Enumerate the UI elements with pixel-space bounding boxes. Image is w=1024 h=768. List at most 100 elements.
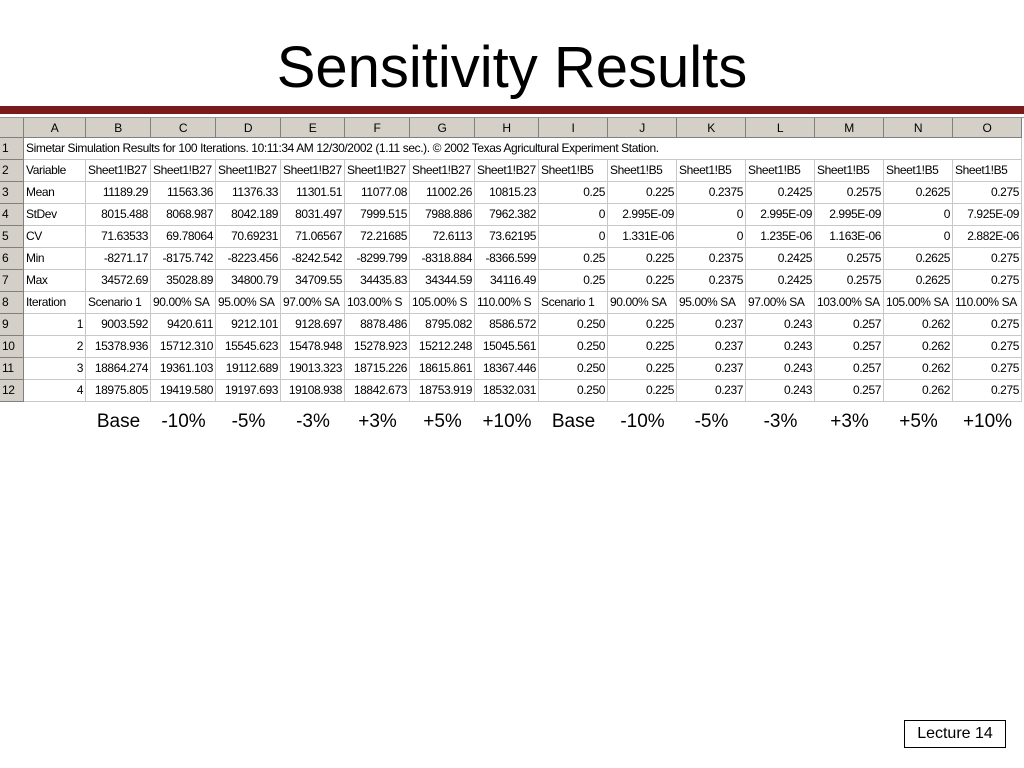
cell: Max: [24, 270, 86, 292]
cell: 8031.497: [281, 204, 345, 226]
cell: 0.25: [539, 182, 608, 204]
cell: Sheet1!B5: [746, 160, 815, 182]
cell: CV: [24, 226, 86, 248]
cell: 0.2375: [677, 270, 746, 292]
cell: 1.163E-06: [815, 226, 884, 248]
cell: Simetar Simulation Results for 100 Itera…: [24, 138, 1022, 160]
cell: 0.237: [677, 336, 746, 358]
column-header: I: [539, 118, 608, 138]
cell: 0.2425: [746, 248, 815, 270]
cell: 15712.310: [151, 336, 216, 358]
cell: 0.275: [953, 336, 1022, 358]
cell: Sheet1!B5: [884, 160, 953, 182]
cell: Sheet1!B27: [410, 160, 475, 182]
cell: 8878.486: [345, 314, 410, 336]
cell: 18842.673: [345, 380, 410, 402]
cell: 0.257: [815, 380, 884, 402]
cell: 105.00% SA: [884, 292, 953, 314]
cell: 9003.592: [86, 314, 151, 336]
cell: StDev: [24, 204, 86, 226]
cell: 7988.886: [410, 204, 475, 226]
cell: 0.2575: [815, 182, 884, 204]
cell: Min: [24, 248, 86, 270]
cell: 0.262: [884, 380, 953, 402]
row-header: 10: [0, 336, 24, 358]
cell: 7.925E-09: [953, 204, 1022, 226]
cell: 0.250: [539, 336, 608, 358]
cell: 11189.29: [86, 182, 151, 204]
cell: -8223.456: [216, 248, 281, 270]
cell: 2.882E-06: [953, 226, 1022, 248]
cell: 2.995E-09: [815, 204, 884, 226]
cell: 0.225: [608, 248, 677, 270]
cell: Sheet1!B5: [539, 160, 608, 182]
cell: Scenario 1: [539, 292, 608, 314]
cell: Iteration: [24, 292, 86, 314]
cell: 15278.923: [345, 336, 410, 358]
cell: 0.225: [608, 270, 677, 292]
cell: 0.275: [953, 358, 1022, 380]
cell: -8271.17: [86, 248, 151, 270]
cell: 0.257: [815, 336, 884, 358]
cell: 72.21685: [345, 226, 410, 248]
cell: Sheet1!B27: [345, 160, 410, 182]
cell: 0.2575: [815, 248, 884, 270]
row-header: 2: [0, 160, 24, 182]
cell: 34800.79: [216, 270, 281, 292]
row-header: 11: [0, 358, 24, 380]
cell: Sheet1!B5: [953, 160, 1022, 182]
cell: 19361.103: [151, 358, 216, 380]
cell: 0.243: [746, 380, 815, 402]
row-header: 9: [0, 314, 24, 336]
cell: 95.00% SA: [677, 292, 746, 314]
cell: Variable: [24, 160, 86, 182]
cell: -8175.742: [151, 248, 216, 270]
cell: 7962.382: [475, 204, 539, 226]
cell: -8299.799: [345, 248, 410, 270]
cell: Sheet1!B5: [677, 160, 746, 182]
cell: 0.2425: [746, 182, 815, 204]
cell: 0.275: [953, 248, 1022, 270]
cell: 71.06567: [281, 226, 345, 248]
cell: 11002.26: [410, 182, 475, 204]
cell: 10815.23: [475, 182, 539, 204]
scenario-label: +10%: [482, 411, 532, 432]
cell: 0.237: [677, 380, 746, 402]
cell: 18615.861: [410, 358, 475, 380]
column-header: F: [345, 118, 410, 138]
cell: 0.237: [677, 358, 746, 380]
cell: 0.225: [608, 358, 677, 380]
cell: 18367.446: [475, 358, 539, 380]
cell: 0.25: [539, 270, 608, 292]
cell: 0.243: [746, 358, 815, 380]
slide-title: Sensitivity Results: [276, 35, 748, 100]
cell: 34435.83: [345, 270, 410, 292]
cell: 72.6113: [410, 226, 475, 248]
cell: 0.257: [815, 314, 884, 336]
cell: 19197.693: [216, 380, 281, 402]
cell: 90.00% SA: [151, 292, 216, 314]
cell: 15212.248: [410, 336, 475, 358]
row-header: 12: [0, 380, 24, 402]
scenario-label: -10%: [620, 411, 665, 432]
scenario-label: +5%: [899, 411, 938, 432]
column-header: B: [86, 118, 151, 138]
cell: 71.63533: [86, 226, 151, 248]
cell: 0: [539, 204, 608, 226]
cell: 19108.938: [281, 380, 345, 402]
cell: 0.257: [815, 358, 884, 380]
row-header: 4: [0, 204, 24, 226]
column-header: D: [216, 118, 281, 138]
cell: 0.2625: [884, 248, 953, 270]
cell: 8015.488: [86, 204, 151, 226]
cell: 11301.51: [281, 182, 345, 204]
cell: Sheet1!B27: [151, 160, 216, 182]
corner-cell: [0, 118, 24, 138]
cell: 0.262: [884, 336, 953, 358]
scenario-label: +5%: [423, 411, 462, 432]
cell: Sheet1!B5: [608, 160, 677, 182]
row-header: 8: [0, 292, 24, 314]
cell: 9212.101: [216, 314, 281, 336]
cell: 15378.936: [86, 336, 151, 358]
